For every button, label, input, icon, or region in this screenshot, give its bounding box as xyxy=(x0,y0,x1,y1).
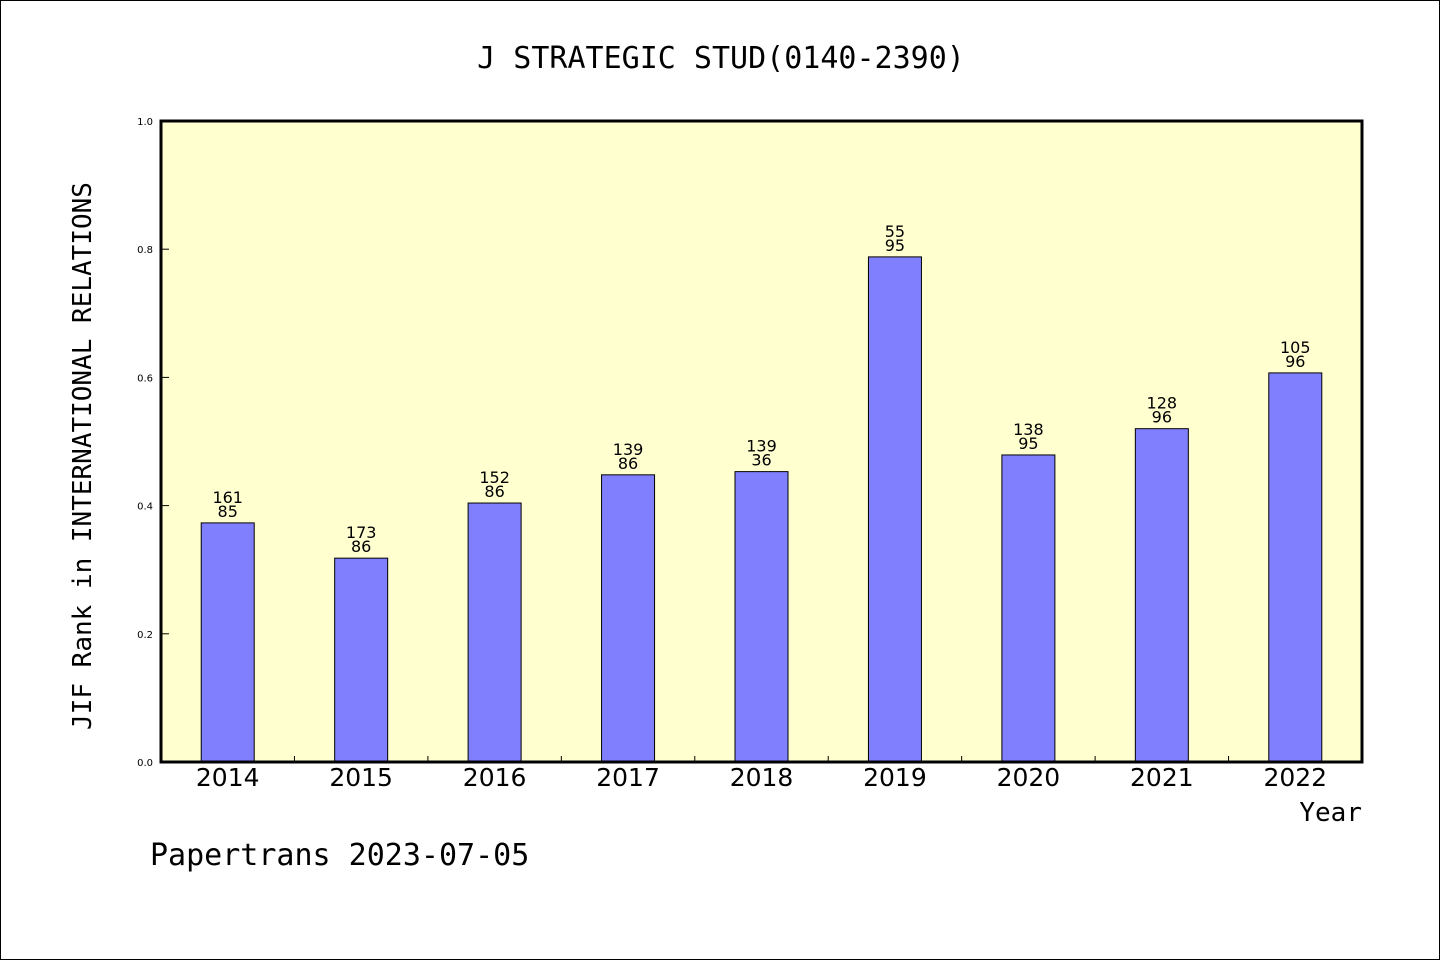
bar-label-top: 173 xyxy=(346,523,377,542)
bar-label-bottom: 86 xyxy=(351,537,371,556)
bar-label-top: 105 xyxy=(1280,338,1311,357)
chart-title: J STRATEGIC STUD(0140-2390) xyxy=(477,41,965,76)
y-tick-label: 0.2 xyxy=(137,630,153,641)
x-tick-label: 2018 xyxy=(730,763,794,792)
bar-label-top: 139 xyxy=(613,440,644,459)
x-axis-label: Year xyxy=(1299,798,1362,828)
bar-label-bottom: 95 xyxy=(1018,434,1038,453)
bar-label-top: 128 xyxy=(1147,394,1178,413)
bar-2015 xyxy=(334,557,389,763)
x-tick-label: 2015 xyxy=(329,763,393,792)
bar-2018 xyxy=(734,471,789,763)
bar-label-bottom: 36 xyxy=(751,451,771,470)
y-tick-label: 0.0 xyxy=(137,758,153,769)
x-tick-label: 2016 xyxy=(463,763,527,792)
bar-label-bottom: 96 xyxy=(1285,352,1305,371)
bar-2014 xyxy=(200,522,255,763)
x-tick-label: 2014 xyxy=(196,763,260,792)
axis-ticks-group: 2014 2015 2016 2017 2018 2019 2020 2021 2022 0.0 0… xyxy=(137,117,1327,792)
bars-group xyxy=(200,256,1323,763)
y-tick-label: 0.8 xyxy=(137,245,153,256)
bar-2021 xyxy=(1134,428,1189,763)
bar-label-top: 152 xyxy=(479,468,510,487)
bar-label-bottom: 86 xyxy=(618,454,638,473)
x-tick-label: 2020 xyxy=(997,763,1061,792)
y-tick-label: 1.0 xyxy=(137,117,153,128)
x-tick-label: 2017 xyxy=(596,763,660,792)
y-tick-label: 0.4 xyxy=(137,502,153,513)
bar-2019 xyxy=(867,256,922,763)
x-tick-label: 2021 xyxy=(1130,763,1194,792)
y-axis-label: JIF Rank in INTERNATIONAL RELATIONS xyxy=(68,182,98,730)
plot-border xyxy=(159,119,1364,764)
bar-2022 xyxy=(1268,372,1323,763)
bar-label-top: 161 xyxy=(212,488,243,507)
bar-label-bottom: 96 xyxy=(1152,408,1172,427)
bar-label-top: 139 xyxy=(746,437,777,456)
bar-2020 xyxy=(1001,454,1056,763)
bar-label-top: 138 xyxy=(1013,420,1044,439)
bar-2017 xyxy=(601,474,656,763)
x-tick-label: 2019 xyxy=(863,763,927,792)
bar-label-top: 55 xyxy=(885,222,905,241)
bar-label-bottom: 85 xyxy=(218,502,238,521)
bar-2016 xyxy=(467,502,522,763)
x-tick-label: 2022 xyxy=(1263,763,1327,792)
bar-label-bottom: 95 xyxy=(885,236,905,255)
bar-labels-group: 1618517386152861398613936559513895128961… xyxy=(212,222,1310,556)
y-tick-label: 0.6 xyxy=(137,373,153,384)
bar-label-bottom: 86 xyxy=(484,482,504,501)
footer-text: Papertrans 2023-07-05 xyxy=(150,838,529,873)
